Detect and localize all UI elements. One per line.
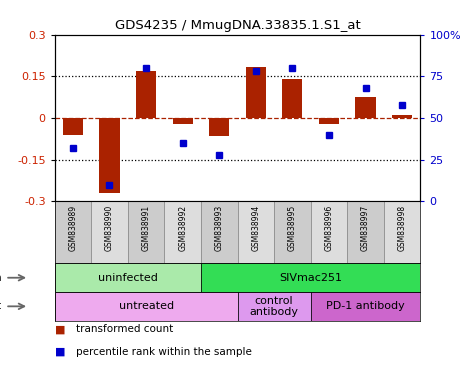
Bar bbox=[63, 118, 83, 135]
Text: GSM838989: GSM838989 bbox=[68, 205, 77, 251]
Bar bbox=[311, 202, 347, 263]
Bar bbox=[55, 202, 91, 263]
Bar bbox=[201, 202, 238, 263]
Text: agent: agent bbox=[0, 301, 1, 311]
Text: infection: infection bbox=[0, 273, 1, 283]
Title: GDS4235 / MmugDNA.33835.1.S1_at: GDS4235 / MmugDNA.33835.1.S1_at bbox=[114, 19, 361, 32]
Text: GSM838998: GSM838998 bbox=[398, 205, 407, 251]
Bar bbox=[319, 118, 339, 124]
Bar bbox=[238, 292, 311, 321]
Bar bbox=[128, 202, 164, 263]
Text: SIVmac251: SIVmac251 bbox=[279, 273, 342, 283]
Text: GSM838993: GSM838993 bbox=[215, 205, 224, 251]
Text: untreated: untreated bbox=[118, 301, 174, 311]
Bar bbox=[136, 71, 156, 118]
Bar bbox=[164, 202, 201, 263]
Text: uninfected: uninfected bbox=[98, 273, 158, 283]
Bar bbox=[238, 202, 274, 263]
Bar bbox=[392, 115, 412, 118]
Bar bbox=[311, 292, 420, 321]
Bar bbox=[209, 118, 229, 136]
Bar bbox=[347, 202, 384, 263]
Bar bbox=[55, 292, 238, 321]
Bar bbox=[55, 263, 201, 292]
Text: PD-1 antibody: PD-1 antibody bbox=[326, 301, 405, 311]
Bar bbox=[91, 202, 128, 263]
Text: transformed count: transformed count bbox=[76, 324, 173, 334]
Bar bbox=[201, 263, 420, 292]
Text: ■: ■ bbox=[55, 324, 65, 334]
Bar bbox=[172, 118, 193, 124]
Bar bbox=[282, 79, 303, 118]
Text: control
antibody: control antibody bbox=[249, 296, 299, 317]
Text: ■: ■ bbox=[55, 347, 65, 357]
Text: GSM838996: GSM838996 bbox=[324, 205, 333, 251]
Bar bbox=[99, 118, 120, 193]
Text: GSM838997: GSM838997 bbox=[361, 205, 370, 251]
Text: GSM838991: GSM838991 bbox=[142, 205, 151, 251]
Text: GSM838994: GSM838994 bbox=[251, 205, 260, 251]
Bar bbox=[355, 97, 376, 118]
Text: GSM838995: GSM838995 bbox=[288, 205, 297, 251]
Text: percentile rank within the sample: percentile rank within the sample bbox=[76, 347, 252, 357]
Bar bbox=[246, 66, 266, 118]
Bar bbox=[274, 202, 311, 263]
Text: GSM838990: GSM838990 bbox=[105, 205, 114, 251]
Bar bbox=[384, 202, 420, 263]
Text: GSM838992: GSM838992 bbox=[178, 205, 187, 251]
